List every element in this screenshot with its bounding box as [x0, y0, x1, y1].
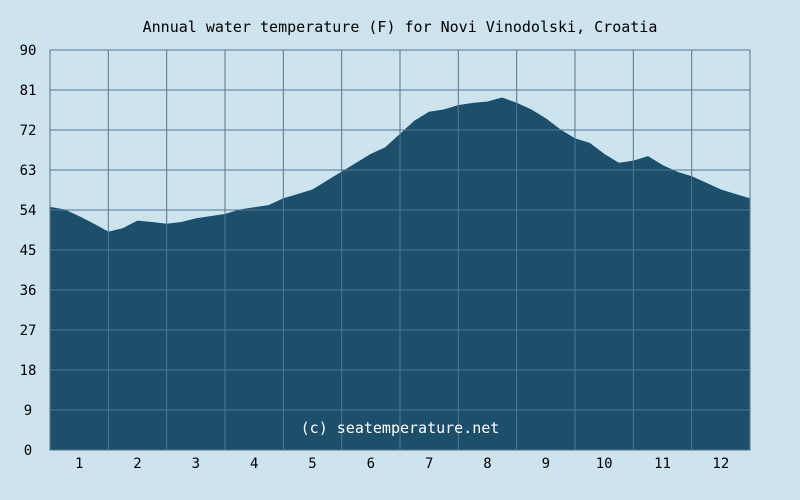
x-axis: 1 2 3 4 5 6 7 8 9 10 11 12 [75, 456, 729, 472]
y-tick-label: 63 [20, 163, 37, 179]
y-tick-label: 72 [20, 123, 37, 139]
x-tick-label: 7 [425, 456, 433, 472]
grid-layer [49, 49, 751, 451]
x-tick-label: 1 [75, 456, 83, 472]
watermark: (c) seatemperature.net [301, 419, 500, 437]
x-tick-label: 12 [712, 456, 729, 472]
x-tick-label: 8 [483, 456, 491, 472]
y-tick-label: 45 [20, 243, 37, 259]
x-tick-label: 11 [654, 456, 671, 472]
y-tick-label: 27 [20, 323, 37, 339]
x-tick-label: 4 [250, 456, 258, 472]
y-axis: 0 9 18 27 36 45 54 63 72 81 90 [20, 43, 37, 459]
y-tick-label: 90 [20, 43, 37, 59]
x-tick-label: 6 [367, 456, 375, 472]
x-tick-label: 2 [133, 456, 141, 472]
plot-frame [49, 49, 751, 451]
y-tick-label: 0 [24, 443, 32, 459]
x-tick-label: 10 [596, 456, 613, 472]
chart-title: Annual water temperature (F) for Novi Vi… [143, 18, 658, 36]
x-tick-label: 3 [192, 456, 200, 472]
y-tick-label: 18 [20, 363, 37, 379]
x-tick-label: 5 [308, 456, 316, 472]
x-tick-label: 9 [542, 456, 550, 472]
y-tick-label: 36 [20, 283, 37, 299]
y-tick-label: 9 [24, 403, 32, 419]
y-tick-label: 54 [20, 203, 37, 219]
y-tick-label: 81 [20, 83, 37, 99]
